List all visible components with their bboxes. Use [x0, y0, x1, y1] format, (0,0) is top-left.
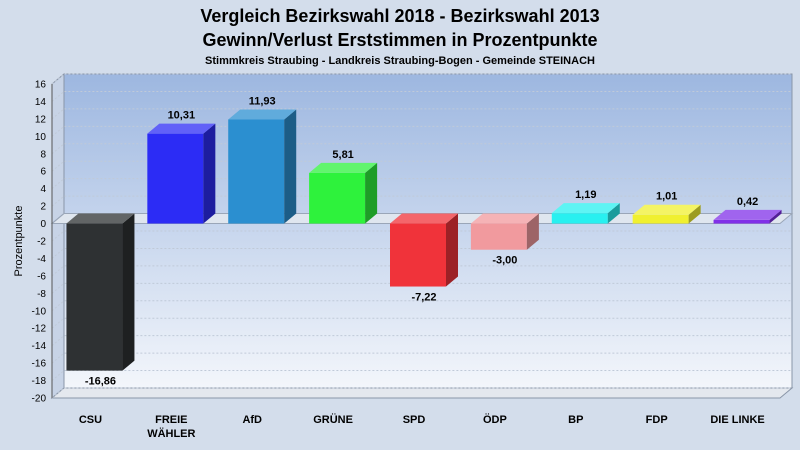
y-tick-label: 14 [35, 97, 47, 108]
bar-side [607, 203, 620, 224]
y-axis-label: Prozentpunkte [13, 206, 25, 277]
bar-top [551, 203, 620, 214]
gridline [51, 73, 792, 85]
value-label: 11,93 [249, 95, 276, 107]
gridline [51, 282, 792, 294]
gridline [51, 247, 792, 259]
gridline [51, 125, 792, 137]
bar-front [147, 133, 204, 224]
bar-front [228, 119, 285, 224]
gridline [51, 230, 792, 242]
y-tick-label: 8 [40, 149, 46, 160]
gridline [51, 300, 792, 312]
y-tick-label: -4 [37, 254, 46, 265]
chart-subtitle: Stimmkreis Straubing - Landkreis Straubi… [205, 55, 595, 67]
bar-side [122, 213, 135, 371]
value-label: -3,00 [492, 255, 517, 267]
y-tick-label: -6 [37, 271, 46, 282]
y-tick-label: -20 [32, 394, 47, 405]
bar-top [632, 204, 701, 215]
bar-front [551, 213, 608, 224]
bar-grüne [309, 162, 378, 224]
gridline [51, 195, 792, 207]
bar-front [390, 223, 446, 287]
bar-top [713, 209, 782, 220]
y-tick-label: 12 [35, 114, 47, 125]
category-label: SPD [403, 414, 426, 426]
value-label: -16,86 [85, 376, 116, 388]
category-label: DIE LINKE [710, 414, 764, 426]
y-tick-label: 6 [40, 167, 46, 178]
bar-ödp [470, 213, 539, 250]
bar-side [526, 213, 539, 250]
bar-afd [228, 109, 297, 224]
y-tick-label: -2 [37, 237, 46, 248]
gridline [51, 90, 792, 102]
gridline [51, 143, 792, 155]
bar-side [203, 123, 216, 224]
plot-floor [50, 387, 794, 399]
y-tick-label: -18 [32, 376, 47, 387]
bar-top [66, 213, 135, 224]
bar-csu [66, 213, 135, 371]
bar-front [470, 223, 527, 250]
category-label: GRÜNE [313, 413, 353, 426]
y-tick-label: 2 [40, 202, 46, 213]
chart-title-line2: Gewinn/Verlust Erststimmen in Prozentpun… [202, 30, 598, 50]
category-label: AfD [242, 414, 262, 426]
y-tick-label: -10 [32, 306, 47, 317]
category-label: CSU [79, 414, 102, 426]
bar-side [446, 213, 458, 287]
bar-top [147, 123, 216, 134]
plot-side-wall [51, 72, 65, 400]
value-label: -7,22 [411, 292, 436, 304]
y-tick-label: 16 [35, 80, 47, 91]
bar-front [713, 219, 770, 224]
gridline [51, 335, 792, 347]
gridline [51, 317, 792, 329]
gridline [51, 387, 792, 399]
chart-title-line1: Vergleich Bezirkswahl 2018 - Bezirkswahl… [200, 6, 600, 26]
bar-front [632, 214, 689, 224]
y-tick-label: -12 [32, 324, 47, 335]
value-label: 1,19 [575, 189, 596, 201]
value-label: 0,42 [737, 196, 758, 208]
gridline [51, 265, 792, 277]
bar-front [66, 223, 123, 371]
y-tick-label: -14 [32, 341, 47, 352]
bar-front [309, 172, 366, 224]
bar-spd [390, 213, 458, 287]
y-tick-label: -16 [32, 359, 47, 370]
bar-fdp [632, 204, 701, 224]
bar-top [390, 213, 458, 224]
category-label: FDP [646, 414, 668, 426]
y-tick-label: -8 [37, 289, 46, 300]
value-label: 5,81 [332, 149, 353, 161]
y-tick-label: 4 [40, 184, 46, 195]
bar-top [470, 213, 539, 224]
gridline [51, 178, 792, 190]
chart-title-block: Vergleich Bezirkswahl 2018 - Bezirkswahl… [0, 4, 800, 68]
bar-top [309, 162, 378, 173]
value-label: 1,01 [656, 191, 677, 203]
bar-freie-wähler [147, 123, 216, 224]
value-label: 10,31 [168, 110, 196, 122]
bar-side [284, 109, 297, 224]
gridline [51, 108, 792, 120]
bar-die-linke [713, 209, 782, 224]
bar-side [688, 204, 701, 224]
category-label: ÖDP [483, 413, 507, 426]
bar-bp [551, 203, 620, 224]
category-label: FREIE WÄHLER [147, 414, 195, 440]
gridline [51, 160, 792, 172]
y-tick-label: 0 [40, 219, 46, 230]
gridline [51, 352, 792, 364]
bar-side [365, 162, 378, 224]
bar-side [769, 209, 782, 224]
y-tick-label: 10 [35, 132, 47, 143]
gridline [51, 370, 792, 381]
category-label: BP [568, 414, 583, 426]
bar-top [228, 109, 297, 120]
